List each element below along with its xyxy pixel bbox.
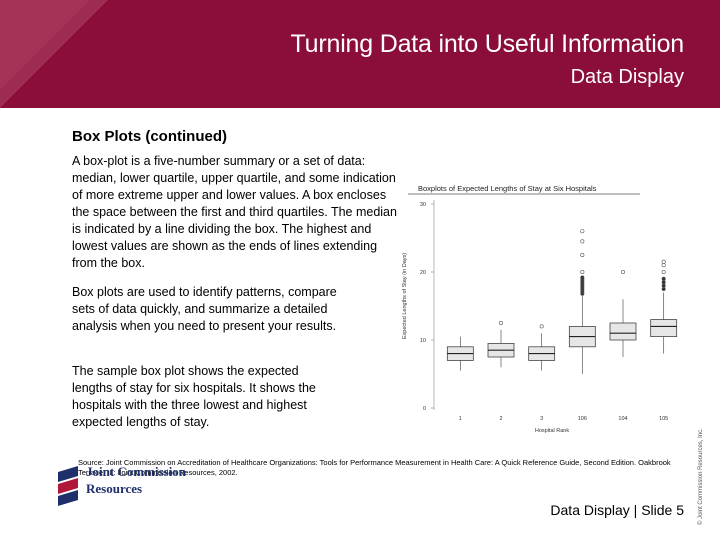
outlier-point xyxy=(661,259,666,264)
outlier-point xyxy=(580,270,585,275)
y-tick-label: 10 xyxy=(420,338,426,344)
x-tick-label: 3 xyxy=(540,416,543,422)
logo-mark-icon xyxy=(58,466,78,506)
outlier-point xyxy=(661,283,666,288)
x-tick-label: 105 xyxy=(659,416,668,422)
x-axis-label: Hospital Rank xyxy=(535,428,569,434)
x-tick-label: 2 xyxy=(499,416,502,422)
outlier-point xyxy=(580,239,585,244)
section-heading: Box Plots (continued) xyxy=(72,128,227,145)
boxplot-svg: Boxplots of Expected Lengths of Stay at … xyxy=(402,184,678,434)
header-banner: Turning Data into Useful Information Dat… xyxy=(0,0,720,108)
corner-decoration xyxy=(0,0,108,108)
outlier-point xyxy=(499,321,504,326)
outlier-point xyxy=(539,324,544,329)
paragraph-uses: Box plots are used to identify patterns,… xyxy=(72,285,337,333)
source-citation: Source: Joint Commission on Accreditatio… xyxy=(78,458,671,477)
x-tick-label: 1 xyxy=(459,416,462,422)
y-tick-label: 0 xyxy=(423,406,426,412)
box xyxy=(609,322,637,341)
logo-line-1: Joint Commission xyxy=(86,464,187,479)
outlier-point xyxy=(661,287,666,292)
slide-footer: Data Display | Slide 5 xyxy=(550,502,684,518)
logo-line-2: Resources xyxy=(86,481,143,496)
page-title: Turning Data into Useful Information xyxy=(290,30,685,58)
box xyxy=(650,319,678,338)
chart-title: Boxplots of Expected Lengths of Stay at … xyxy=(418,184,597,193)
outlier-point xyxy=(580,253,585,258)
y-tick-label: 20 xyxy=(420,270,426,276)
x-tick-label: 106 xyxy=(578,416,587,422)
paragraph-definition: A box-plot is a five-number summary or a… xyxy=(72,154,397,270)
copyright-notice: © Joint Commission Resources, Inc. xyxy=(698,428,704,525)
outlier-point xyxy=(580,229,585,234)
y-axis-label: Expected Lengths of Stay (in Days) xyxy=(402,253,408,339)
outlier-point xyxy=(621,270,626,275)
outlier-point xyxy=(661,263,666,268)
y-tick-label: 30 xyxy=(420,202,426,208)
paragraph-sample: The sample box plot shows the expected l… xyxy=(72,364,316,429)
outlier-point xyxy=(661,270,666,275)
outlier-point xyxy=(661,276,666,281)
boxplot-chart: Boxplots of Expected Lengths of Stay at … xyxy=(398,182,688,442)
page-subtitle: Data Display xyxy=(570,66,684,88)
outlier-point xyxy=(580,275,585,280)
logo: Joint Commission Resources xyxy=(56,464,196,522)
x-tick-label: 104 xyxy=(618,416,627,422)
outlier-point xyxy=(661,280,666,285)
